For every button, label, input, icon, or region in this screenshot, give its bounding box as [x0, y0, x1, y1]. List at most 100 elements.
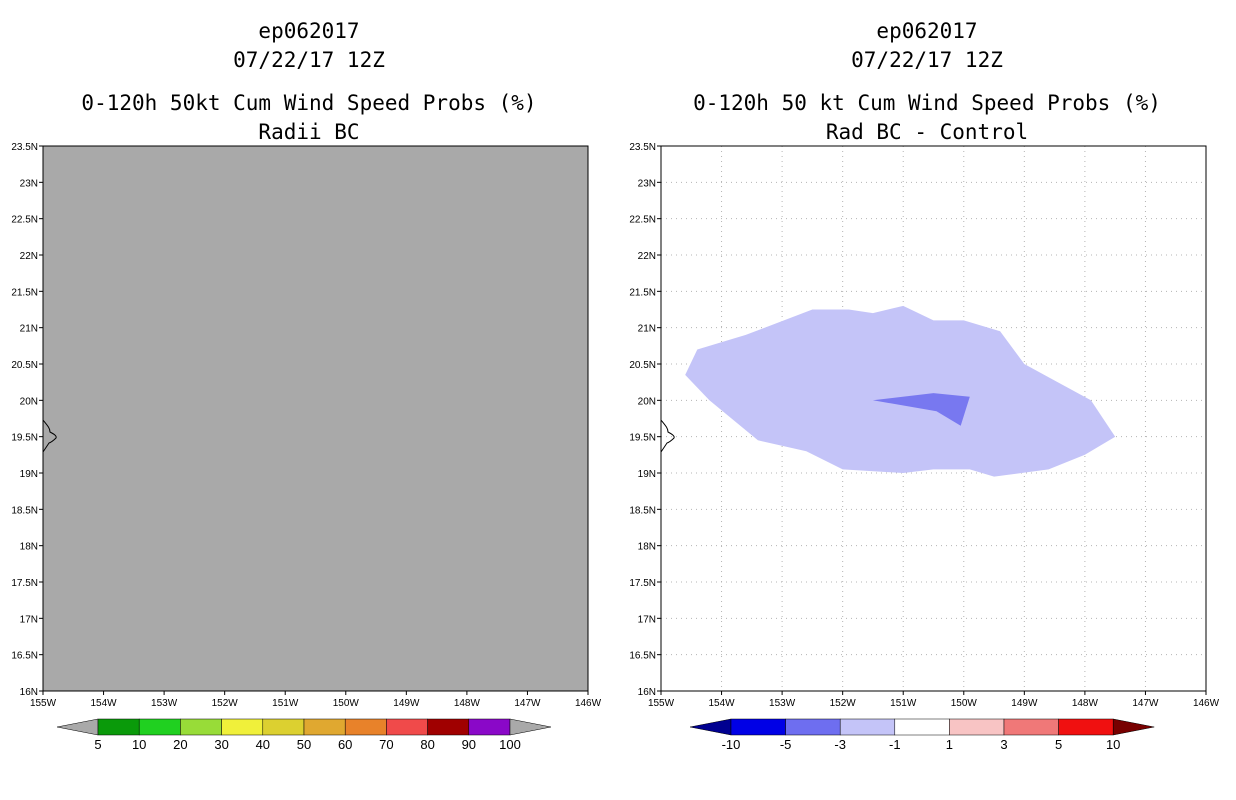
- map-frame: [660, 145, 1207, 692]
- x-axis-ticks: 155W 154W 153W 152W 151W 150W 149W 148W 147W 146W: [30, 691, 602, 709]
- y-tick-label: 18.5N: [11, 505, 38, 516]
- y-tick-label: 23.5N: [11, 142, 38, 153]
- y-tick-label: 22.5N: [629, 215, 656, 226]
- colorbar-swatch: [1003, 718, 1059, 736]
- y-tick-label: 16N: [20, 687, 38, 698]
- colorbar: -10 -5 -3 -1 1 3 5 10: [689, 718, 1155, 752]
- colorbar-label: 80: [420, 737, 434, 752]
- colorbar-under-arrow: [689, 718, 732, 736]
- y-tick-label: 21N: [638, 324, 656, 335]
- y-tick-label: 17.5N: [11, 578, 38, 589]
- panel-rad-bc-minus-control: ep062017 07/22/17 12Z 0-120h 50 kt Cum W…: [629, 19, 1219, 752]
- colorbar-label: 5: [1055, 737, 1062, 752]
- y-tick-label: 20.5N: [11, 360, 38, 371]
- colorbar-label: 10: [132, 737, 146, 752]
- x-tick-label: 149W: [393, 698, 420, 709]
- y-tick-label: 18.5N: [629, 505, 656, 516]
- x-tick-label: 150W: [951, 698, 978, 709]
- colorbar: 5 10 20 30 40 50 60 70 80 90 100: [56, 718, 552, 752]
- y-axis-ticks: 16N 16.5N 17N 17.5N 18N 18.5N 19N 19.5N 20N 20.5N…: [11, 142, 43, 698]
- y-tick-label: 21.5N: [629, 287, 656, 298]
- x-tick-label: 148W: [454, 698, 481, 709]
- colorbar-swatch: [262, 718, 305, 736]
- y-tick-label: 17.5N: [629, 578, 656, 589]
- x-tick-label: 153W: [151, 698, 178, 709]
- colorbar-swatch: [730, 718, 786, 736]
- colorbar-swatch: [180, 718, 222, 736]
- x-tick-label: 146W: [575, 698, 602, 709]
- x-tick-label: 147W: [1132, 698, 1159, 709]
- gridlines: [661, 146, 1206, 691]
- contour-region-minus-3-to-minus-1: [685, 305, 1116, 477]
- title-line-experiment: Radii BC: [258, 120, 359, 144]
- y-tick-label: 16N: [638, 687, 656, 698]
- colorbar-swatch: [97, 718, 140, 736]
- y-tick-label: 19.5N: [11, 433, 38, 444]
- y-tick-label: 18N: [20, 542, 38, 553]
- y-tick-label: 23N: [20, 178, 38, 189]
- colorbar-label: 30: [214, 737, 228, 752]
- colorbar-label: 90: [462, 737, 476, 752]
- colorbar-label: 3: [1000, 737, 1007, 752]
- y-tick-label: 20N: [638, 396, 656, 407]
- y-tick-label: 19N: [638, 469, 656, 480]
- y-axis-ticks: 16N 16.5N 17N 17.5N 18N 18.5N 19N 19.5N 20N 20.5N…: [629, 142, 661, 698]
- y-tick-label: 17N: [638, 614, 656, 625]
- colorbar-swatch: [138, 718, 181, 736]
- colorbar-label: 1: [946, 737, 953, 752]
- colorbar-over-arrow: [509, 718, 552, 736]
- y-tick-label: 23N: [638, 178, 656, 189]
- title-line-date: 07/22/17 12Z: [851, 48, 1003, 72]
- y-tick-label: 23.5N: [629, 142, 656, 153]
- colorbar-label: -5: [780, 737, 792, 752]
- x-tick-label: 155W: [648, 698, 675, 709]
- difference-contours: [685, 305, 1116, 477]
- x-tick-label: 153W: [769, 698, 796, 709]
- x-tick-label: 147W: [514, 698, 541, 709]
- x-tick-label: 150W: [333, 698, 360, 709]
- y-tick-label: 20N: [20, 396, 38, 407]
- colorbar-label: 60: [338, 737, 352, 752]
- colorbar-label: -1: [889, 737, 901, 752]
- colorbar-label: 40: [256, 737, 270, 752]
- y-tick-label: 19N: [20, 469, 38, 480]
- y-tick-label: 17N: [20, 614, 38, 625]
- x-tick-label: 149W: [1011, 698, 1038, 709]
- colorbar-label: 100: [499, 737, 521, 752]
- colorbar-label: 50: [297, 737, 311, 752]
- colorbar-label: 5: [94, 737, 101, 752]
- colorbar-swatch: [1058, 718, 1114, 736]
- title-line-date: 07/22/17 12Z: [233, 48, 385, 72]
- colorbar-swatch: [949, 718, 1005, 736]
- colorbar-swatch: [303, 718, 346, 736]
- x-axis-ticks: 155W 154W 153W 152W 151W 150W 149W 148W 147W 146W: [648, 691, 1220, 709]
- title-line-product: 0-120h 50kt Cum Wind Speed Probs (%): [81, 91, 536, 115]
- contour-region-minus-5-to-minus-3: [872, 393, 970, 426]
- colorbar-under-arrow: [56, 718, 99, 736]
- colorbar-swatch: [344, 718, 387, 736]
- title-line-experiment: Rad BC - Control: [826, 120, 1028, 144]
- title-line-storm: ep062017: [258, 19, 359, 43]
- x-tick-label: 154W: [708, 698, 735, 709]
- x-tick-label: 152W: [830, 698, 857, 709]
- colorbar-label: 10: [1106, 737, 1120, 752]
- probability-fill-area: [42, 145, 589, 692]
- x-tick-label: 148W: [1072, 698, 1099, 709]
- colorbar-swatch: [839, 718, 896, 736]
- colorbar-over-arrow: [1112, 718, 1155, 736]
- y-tick-label: 16.5N: [629, 651, 656, 662]
- colorbar-label: 70: [379, 737, 393, 752]
- y-tick-label: 22N: [20, 251, 38, 262]
- colorbar-swatch: [386, 718, 428, 736]
- x-tick-label: 146W: [1193, 698, 1220, 709]
- colorbar-swatch: [427, 718, 470, 736]
- x-tick-label: 152W: [212, 698, 239, 709]
- title-line-storm: ep062017: [876, 19, 977, 43]
- coastline-big-island: [660, 419, 675, 453]
- x-tick-label: 151W: [890, 698, 917, 709]
- y-tick-label: 18N: [638, 542, 656, 553]
- y-tick-label: 21.5N: [11, 287, 38, 298]
- y-tick-label: 19.5N: [629, 433, 656, 444]
- y-tick-label: 20.5N: [629, 360, 656, 371]
